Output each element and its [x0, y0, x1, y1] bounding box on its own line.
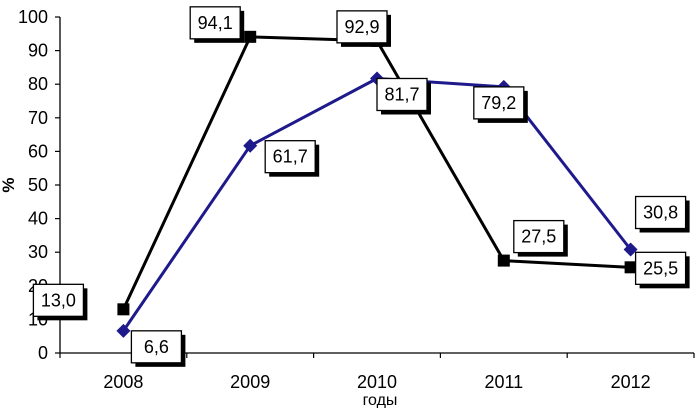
data-label-text: 13,0 — [41, 290, 76, 310]
data-label-box — [634, 251, 687, 285]
data-label-text: 25,5 — [643, 258, 678, 278]
data-label: 30,8 — [634, 195, 690, 233]
data-label: 6,6 — [130, 330, 186, 367]
y-tick-label: 40 — [28, 209, 48, 229]
data-label-text: 79,2 — [481, 93, 516, 113]
data-label-box — [513, 219, 565, 254]
data-label-box — [32, 283, 85, 317]
series-2-marker — [116, 323, 131, 338]
data-label: 81,7 — [376, 77, 431, 115]
data-label-text: 6,6 — [144, 337, 169, 357]
data-label: 27,5 — [513, 219, 568, 257]
y-axis-title: % — [0, 177, 18, 192]
data-label-box — [336, 10, 388, 44]
data-labels: 13,0 94,1 92,9 27,5 25,5 6,6 61,7 81,7 79,2 30,8 — [32, 6, 690, 367]
y-tick-label: 90 — [28, 41, 48, 61]
data-label-box — [189, 6, 241, 40]
data-label: 61,7 — [264, 140, 320, 177]
data-label: 94,1 — [189, 6, 245, 43]
series-2-line — [122, 76, 632, 332]
series-layer — [116, 30, 638, 338]
x-axis-title: годы — [363, 392, 398, 408]
data-label-box — [634, 195, 687, 230]
y-tick-label: 0 — [38, 343, 48, 363]
data-label: 13,0 — [32, 283, 88, 321]
data-label: 25,5 — [634, 251, 690, 289]
series-1-marker — [624, 261, 637, 274]
y-tick-label: 50 — [28, 175, 48, 195]
series-2-marker — [243, 138, 258, 153]
data-label-text: 92,9 — [344, 17, 379, 37]
data-label-box — [264, 140, 316, 174]
y-tick-label: 70 — [28, 108, 48, 128]
series-1-marker — [497, 254, 510, 267]
y-tick-label: 60 — [28, 141, 48, 161]
data-label-box — [130, 330, 183, 364]
x-tick-label: 2008 — [103, 372, 143, 392]
data-label-box — [473, 86, 525, 120]
data-label-text: 61,7 — [273, 147, 308, 167]
series-2-marker — [623, 242, 638, 257]
x-tick-label: 2012 — [611, 372, 651, 392]
data-label-text: 94,1 — [198, 13, 233, 33]
data-label: 79,2 — [473, 86, 528, 123]
x-tick-label: 2009 — [230, 372, 270, 392]
data-label-text: 27,5 — [521, 227, 556, 247]
y-tick-label: 80 — [28, 74, 48, 94]
x-tick-label: 2010 — [357, 372, 397, 392]
y-tick-label: 100 — [18, 7, 48, 27]
x-tick-label: 2011 — [484, 372, 523, 392]
series-1-marker — [244, 30, 257, 43]
data-label-text: 30,8 — [643, 203, 678, 223]
y-tick-label: 30 — [28, 242, 48, 262]
series-1-marker — [117, 303, 130, 316]
data-label-text: 81,7 — [384, 84, 419, 104]
data-label-box — [376, 77, 428, 112]
data-label: 92,9 — [336, 10, 391, 47]
